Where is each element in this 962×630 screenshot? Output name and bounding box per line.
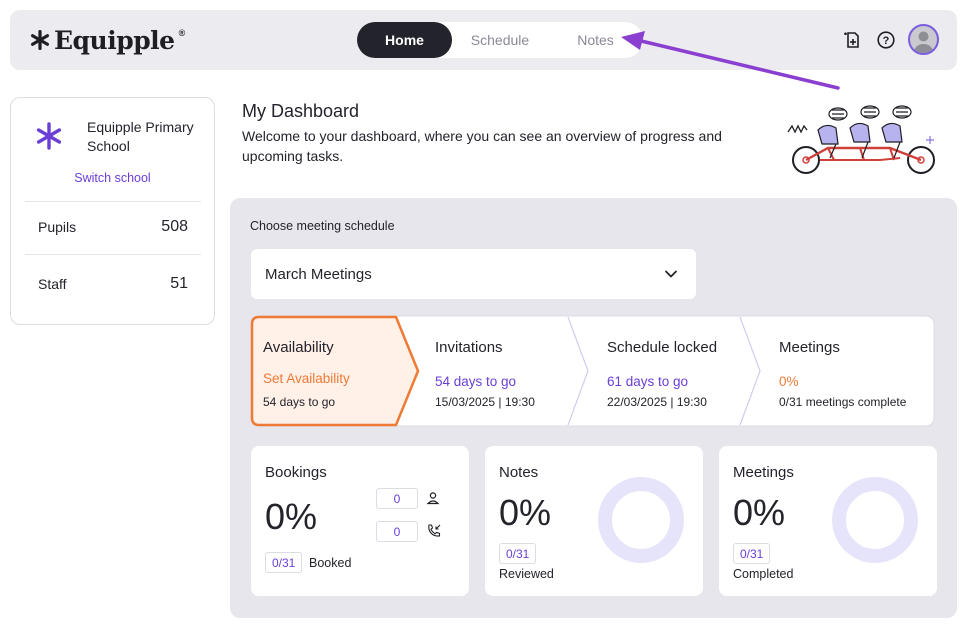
step-detail: 22/03/2025 | 19:30 [607, 395, 707, 409]
step-title: Schedule locked [607, 339, 718, 356]
pupils-stat: Pupils 508 [38, 218, 188, 236]
meetings-donut-chart [832, 477, 918, 563]
avatar[interactable] [908, 24, 939, 55]
phone-incoming-icon [428, 524, 441, 537]
step-meetings[interactable]: Meetings 0% 0/31 meetings complete [762, 315, 934, 427]
equipple-logo[interactable]: Equipple ® [30, 23, 185, 57]
completed-label: Completed [733, 567, 794, 581]
page-description: Welcome to your dashboard, where you can… [242, 128, 722, 164]
registered-mark: ® [178, 28, 186, 38]
main-nav: Home Schedule Notes [357, 22, 643, 58]
set-availability-link[interactable]: Set Availability [263, 371, 350, 386]
step-title: Meetings [779, 339, 840, 356]
page-title: My Dashboard [242, 101, 360, 121]
card-title: Meetings [733, 464, 794, 481]
bookings-percent: 0% [265, 496, 318, 537]
schedule-select-label: Choose meeting schedule [250, 219, 395, 233]
step-schedule-locked[interactable]: Schedule locked 61 days to go 22/03/2025… [590, 315, 740, 427]
tab-notes[interactable]: Notes [577, 32, 614, 48]
step-status: 54 days to go [435, 374, 517, 389]
meetings-percent: 0% [733, 492, 786, 533]
card-title: Notes [499, 464, 539, 481]
svg-text:?: ? [883, 35, 890, 47]
school-card: Equipple Primary School Switch school Pu… [10, 97, 215, 325]
top-bar: Equipple ® Home Schedule Notes ? [10, 10, 957, 70]
steps-background [250, 315, 935, 427]
help-icon[interactable]: ? [874, 28, 898, 52]
brand-name: Equipple [54, 25, 175, 55]
notes-card[interactable]: Notes 0% 0/31 Reviewed [485, 446, 703, 596]
switch-school-link[interactable]: Switch school [74, 171, 151, 185]
selected-schedule: March Meetings [265, 265, 372, 283]
stat-value: 51 [170, 275, 188, 292]
school-asterisk-icon [36, 122, 62, 150]
notes-donut-chart [598, 477, 684, 563]
stat-label: Pupils [38, 219, 77, 235]
stat-label: Staff [38, 276, 67, 292]
add-document-icon[interactable] [840, 28, 864, 52]
step-availability[interactable]: Availability Set Availability 54 days to… [250, 315, 418, 427]
tab-schedule[interactable]: Schedule [470, 32, 530, 48]
step-invitations[interactable]: Invitations 54 days to go 15/03/2025 | 1… [420, 315, 570, 427]
step-detail: 15/03/2025 | 19:30 [435, 395, 535, 409]
chevron-down-icon [665, 270, 677, 278]
divider [25, 254, 201, 255]
asterisk-logo-icon [30, 30, 49, 50]
bookings-card[interactable]: Bookings 0% 0 0 0/31 Booked [251, 446, 469, 596]
meetings-card[interactable]: Meetings 0% 0/31 Completed [719, 446, 937, 596]
step-title: Availability [263, 339, 334, 356]
step-detail: 0/31 meetings complete [779, 395, 907, 409]
meetings-fraction: 0/31 [733, 543, 771, 564]
stat-value: 508 [161, 218, 188, 235]
booked-label: Booked [309, 556, 352, 570]
staff-stat: Staff 51 [38, 275, 188, 293]
phone-bookings-count: 0 [376, 521, 418, 542]
notes-fraction: 0/31 [499, 543, 537, 564]
card-title: Bookings [265, 464, 327, 481]
tandem-bicycle-illustration [787, 105, 935, 174]
tab-home[interactable]: Home [357, 22, 452, 58]
meetings-panel: Choose meeting schedule March Meetings A… [230, 198, 957, 618]
parent-bookings-count: 0 [376, 488, 418, 509]
meeting-schedule-select[interactable]: March Meetings [251, 249, 696, 299]
divider [25, 201, 201, 202]
person-icon [426, 492, 440, 505]
booked-fraction: 0/31 [265, 552, 303, 573]
school-name: Equipple Primary School [87, 119, 194, 154]
step-status: 0% [779, 374, 799, 389]
step-detail: 54 days to go [263, 395, 336, 409]
progress-steps: Availability Set Availability 54 days to… [250, 315, 936, 427]
notes-percent: 0% [499, 492, 552, 533]
reviewed-label: Reviewed [499, 567, 554, 581]
step-status: 61 days to go [607, 374, 689, 389]
header-actions: ? [840, 24, 939, 55]
step-title: Invitations [435, 339, 503, 356]
